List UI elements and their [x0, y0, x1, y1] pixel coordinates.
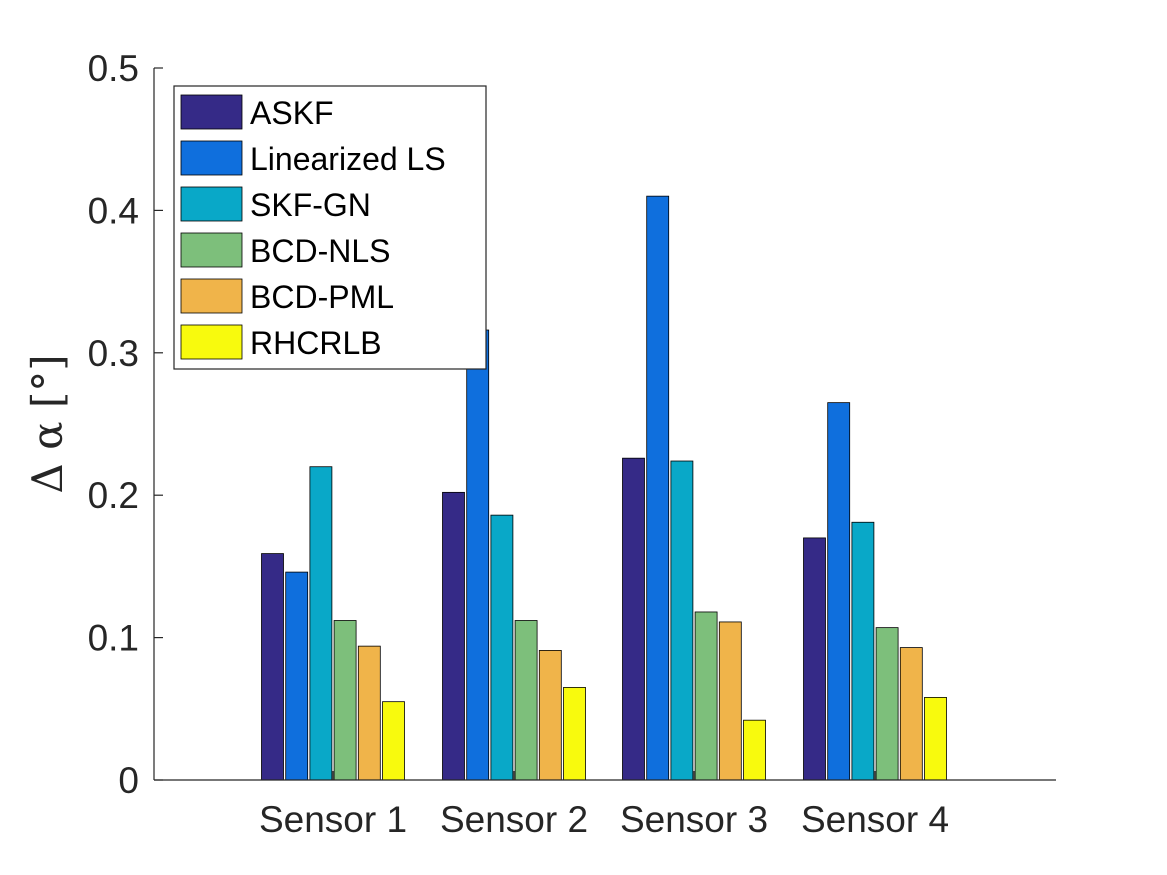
legend-swatch [180, 324, 243, 360]
legend-label: BCD-PML [250, 279, 394, 315]
x-tick-label: Sensor 4 [801, 799, 949, 840]
bar-rhcrlb-1 [382, 701, 405, 781]
bar-bcd-pml-4 [899, 647, 923, 781]
bar-bcd-nls-1 [333, 620, 357, 781]
bar-skf-gn-1 [309, 466, 333, 781]
legend-label: SKF-GN [250, 187, 371, 223]
bar-bcd-nls-3 [694, 611, 718, 781]
bar-askf-3 [622, 457, 645, 781]
legend-label: RHCRLB [250, 325, 382, 361]
legend-box [173, 85, 487, 370]
x-tick-label: Sensor 2 [440, 799, 588, 840]
bar-linearized-ls-2 [466, 329, 490, 781]
bars-layer [261, 195, 947, 781]
y-tick-label: 0.3 [88, 333, 139, 374]
y-tick-label: 0.1 [88, 618, 139, 659]
bar-linearized-ls-4 [827, 402, 851, 781]
bar-askf-1 [261, 553, 284, 781]
legend: ASKF Linearized LS SKF-GN BCD-NLS BCD-PML RHC… [173, 85, 487, 370]
bar-bcd-pml-3 [718, 621, 742, 781]
bar-askf-4 [803, 537, 826, 781]
y-axis-label: Δ α [°] [23, 354, 72, 493]
legend-swatch [180, 232, 243, 268]
x-tick-label: Sensor 3 [620, 799, 768, 840]
legend-label: BCD-NLS [250, 233, 390, 269]
legend-swatch [180, 278, 243, 314]
x-tick-label: Sensor 1 [259, 799, 407, 840]
legend-swatch [180, 140, 243, 176]
bar-rhcrlb-4 [924, 697, 947, 781]
bar-bcd-pml-2 [538, 650, 562, 781]
bar-bcd-nls-2 [514, 620, 538, 781]
bar-rhcrlb-3 [743, 719, 766, 781]
bar-skf-gn-3 [670, 460, 694, 781]
bar-linearized-ls-1 [285, 571, 309, 781]
bar-linearized-ls-3 [646, 195, 670, 781]
y-tick-label: 0.2 [88, 475, 139, 516]
bar-askf-2 [442, 491, 465, 781]
bar-skf-gn-2 [490, 514, 514, 781]
bar-rhcrlb-2 [563, 687, 586, 781]
bar-skf-gn-4 [851, 521, 875, 781]
y-tick-label: 0.5 [88, 48, 139, 89]
legend-label: Linearized LS [250, 141, 446, 177]
legend-swatch [180, 94, 243, 130]
axes-layer: 0 0.1 0.2 0.3 0.4 0.5 Sensor 1 Sensor 2 Sensor 3… [23, 48, 1056, 840]
bar-bcd-nls-4 [875, 627, 899, 781]
y-tick-label: 0 [118, 760, 139, 801]
bar-bcd-pml-1 [357, 645, 381, 781]
legend-swatch [180, 186, 243, 222]
legend-label: ASKF [250, 95, 334, 131]
y-tick-label: 0.4 [88, 190, 139, 231]
